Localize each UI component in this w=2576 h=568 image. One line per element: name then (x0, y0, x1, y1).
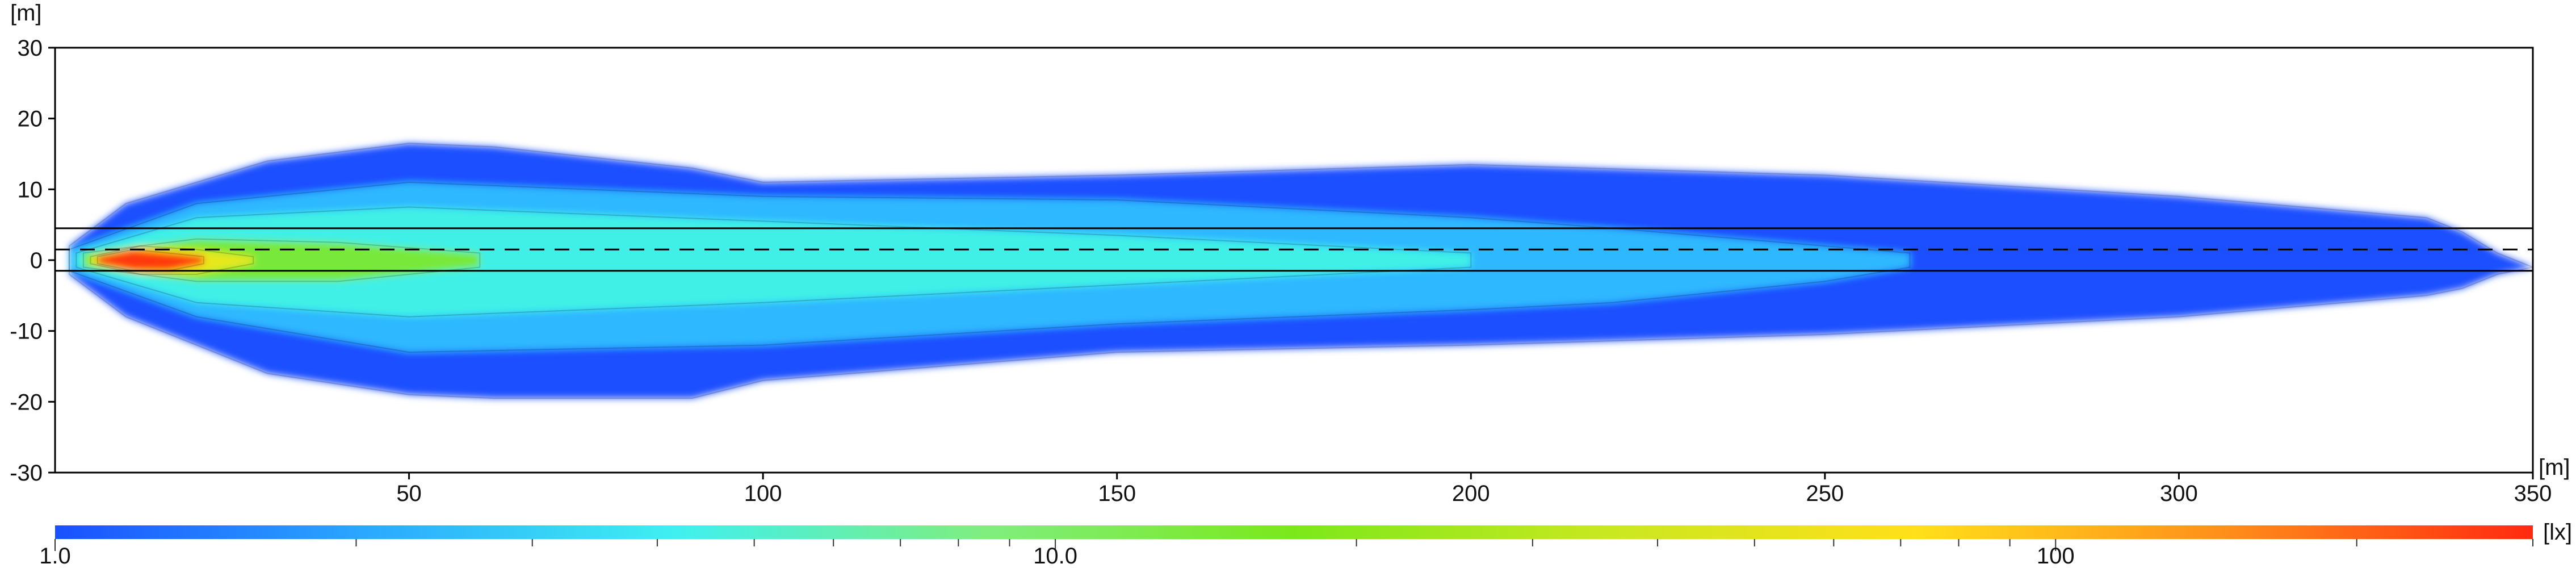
x-axis: 50 100 150 200 250 300 350 (396, 473, 2552, 506)
colorbar-tick-label: 1.0 (39, 544, 71, 568)
y-tick-label: -10 (10, 319, 43, 344)
isolux-contours (68, 143, 2533, 399)
plot-area (55, 143, 2533, 399)
x-tick-label: 300 (2160, 481, 2198, 506)
y-tick-label: 0 (30, 248, 43, 273)
colorbar-tick-label: 10.0 (1033, 544, 1077, 568)
y-tick-label: 10 (18, 177, 43, 202)
contour-level_3lx (68, 181, 1911, 353)
x-unit-label: [m] (2539, 455, 2570, 480)
x-tick-label: 350 (2514, 481, 2552, 506)
y-tick-label: -30 (10, 461, 43, 486)
contour-level_30lx (82, 238, 481, 282)
x-tick-label: 150 (1098, 481, 1136, 506)
x-tick-label: 100 (744, 481, 782, 506)
x-tick-label: 250 (1806, 481, 1844, 506)
contour-level_100lx (90, 245, 254, 275)
colorbar-ticks: 1.0 10.0 100 (39, 539, 2533, 568)
colorbar (55, 525, 2533, 539)
colorbar-unit-label: [lx] (2543, 520, 2572, 545)
contour-level_10lx (75, 206, 1472, 318)
illuminance-band-level_10lx (76, 207, 1471, 317)
illuminance-band-level_300lx (97, 249, 204, 271)
y-axis: 30 20 10 0 -10 -20 -30 (10, 36, 55, 486)
x-tick-label: 50 (396, 481, 422, 506)
y-unit-label: [m] (10, 1, 42, 26)
road-lines (55, 227, 2533, 272)
y-tick-label: -20 (10, 390, 43, 415)
y-tick-label: 20 (18, 107, 43, 132)
colorbar-tick-label: 100 (2037, 544, 2075, 568)
x-tick-label: 200 (1452, 481, 1490, 506)
contour-level_300lx (97, 249, 204, 272)
y-tick-label: 30 (18, 36, 43, 61)
